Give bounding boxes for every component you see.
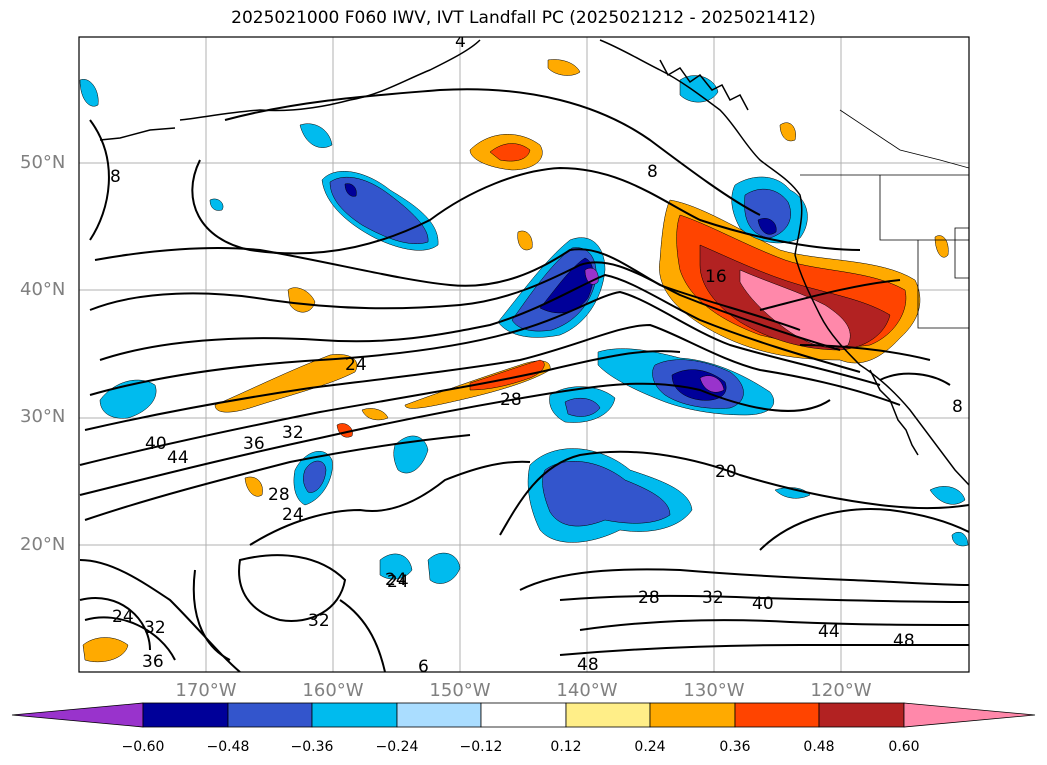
plot-frame [78, 36, 970, 673]
contour-label: 24 [345, 355, 367, 375]
colorbar-swatch [311, 702, 398, 728]
lon-label: 130°W [683, 680, 745, 701]
contour-label: 44 [167, 448, 189, 468]
colorbar-swatch [734, 702, 820, 728]
contour-labels: 8 8 16 24 28 32 36 40 44 24 28 24 20 28 … [110, 32, 963, 677]
colorbar-swatch [480, 702, 567, 728]
contour-label: 40 [145, 434, 167, 454]
colorbar-tick-label: 0.36 [719, 739, 751, 755]
lon-label: 150°W [429, 680, 491, 701]
contour-label: 36 [243, 434, 265, 454]
contour-label: 32 [308, 611, 330, 631]
contour-label: 28 [638, 588, 660, 608]
contour-label: 24 [387, 572, 409, 592]
lon-label: 120°W [810, 680, 872, 701]
contour-label: 48 [577, 655, 599, 675]
contour-label: 8 [952, 397, 963, 417]
colorbar-tick-label: −0.24 [375, 739, 419, 755]
political-borders [800, 109, 969, 329]
contour-label: 32 [282, 423, 304, 443]
colorbar-swatch [818, 702, 905, 728]
contour-label: 16 [705, 267, 727, 287]
colorbar-tick-label: −0.12 [459, 739, 503, 755]
colorbar-tick-label: −0.36 [290, 739, 334, 755]
colorbar-swatch [142, 702, 229, 728]
contour-label: 8 [110, 167, 121, 187]
colorbar-tick-label: −0.48 [206, 739, 250, 755]
colorbar-swatch [396, 702, 482, 728]
contour-label: 48 [893, 631, 915, 651]
lon-label: 170°W [175, 680, 237, 701]
colorbar-extend-low [11, 702, 144, 728]
colorbar-swatch [565, 702, 651, 728]
contour-label: 4 [455, 32, 466, 52]
map-title: 2025021000 F060 IWV, IVT Landfall PC (20… [231, 8, 816, 28]
contour-label: 24 [282, 505, 304, 525]
contour-label: 32 [702, 588, 724, 608]
contour-label: 24 [112, 607, 134, 627]
coastlines [99, 39, 969, 486]
colorbar-extend-high [903, 702, 1036, 728]
colorbar-tick-label: 0.48 [803, 739, 835, 755]
contour-label: 36 [142, 652, 164, 672]
contour-label: 28 [268, 485, 290, 505]
ivt-contours [79, 88, 969, 672]
lat-label: 40°N [20, 279, 66, 300]
contour-label: 6 [418, 657, 429, 677]
lat-label: 50°N [20, 152, 66, 173]
contour-label: 40 [752, 594, 774, 614]
lat-label: 20°N [20, 534, 66, 555]
contour-label: 32 [144, 618, 166, 638]
colorbar-swatch [227, 702, 313, 728]
colorbar-tick-label: 0.24 [634, 739, 666, 755]
contour-label: 8 [647, 162, 658, 182]
colorbar-tick-label: 0.60 [888, 739, 920, 755]
colorbar [11, 702, 1036, 728]
colorbar-swatch [649, 702, 736, 728]
colorbar-tick-label: −0.60 [121, 739, 165, 755]
lon-label: 140°W [556, 680, 618, 701]
contour-label: 44 [818, 622, 840, 642]
colorbar-tick-label: 0.12 [550, 739, 582, 755]
contour-label: 20 [715, 462, 737, 482]
lat-label: 30°N [20, 406, 66, 427]
lon-label: 160°W [302, 680, 364, 701]
contour-label: 24 [385, 570, 407, 590]
contour-label: 28 [500, 390, 522, 410]
